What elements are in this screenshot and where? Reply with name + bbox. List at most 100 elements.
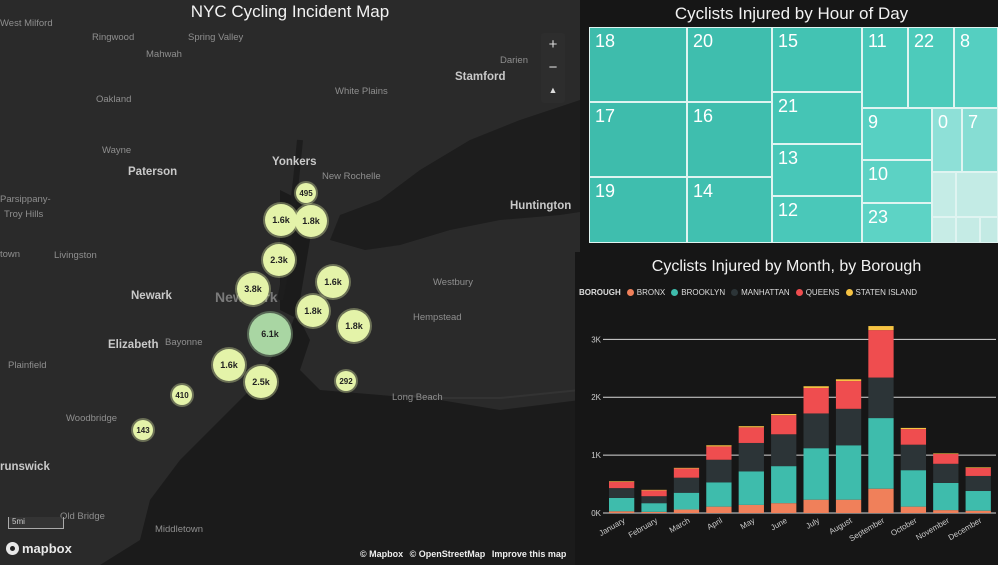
treemap-cell[interactable] — [980, 217, 998, 243]
treemap-cell[interactable]: 0 — [932, 108, 962, 172]
bar-segment[interactable] — [965, 475, 991, 492]
treemap-cell[interactable]: 20 — [687, 27, 772, 102]
bar-segment[interactable] — [738, 471, 764, 505]
bar-segment[interactable] — [706, 506, 732, 513]
bar-segment[interactable] — [900, 506, 927, 513]
bar-segment[interactable] — [771, 434, 797, 467]
bar-segment[interactable] — [771, 466, 797, 504]
treemap-cell[interactable]: 9 — [862, 108, 932, 160]
bar-segment[interactable] — [673, 477, 700, 493]
incident-cluster[interactable]: 143 — [131, 418, 155, 442]
bar-segment[interactable] — [965, 467, 991, 468]
bar-segment[interactable] — [738, 442, 764, 472]
bar-segment[interactable] — [868, 488, 894, 513]
bar-segment[interactable] — [673, 467, 700, 469]
incident-cluster[interactable]: 1.8k — [295, 293, 331, 329]
bar-segment[interactable] — [933, 453, 959, 464]
bar-segment[interactable] — [803, 387, 829, 414]
treemap-cell[interactable]: 16 — [687, 102, 772, 177]
bar-segment[interactable] — [706, 446, 732, 460]
incident-cluster[interactable]: 2.3k — [261, 242, 297, 278]
treemap-cell[interactable]: 23 — [862, 203, 932, 243]
bar-segment[interactable] — [933, 453, 959, 454]
bar-segment[interactable] — [673, 492, 700, 510]
treemap-cell[interactable]: 13 — [772, 144, 862, 196]
bar-segment[interactable] — [933, 463, 959, 483]
bar-segment[interactable] — [609, 481, 635, 489]
bar-segment[interactable] — [835, 379, 862, 382]
treemap-cell[interactable] — [956, 172, 998, 217]
treemap-cell[interactable]: 17 — [589, 102, 687, 177]
bar-segment[interactable] — [835, 408, 862, 446]
bar-segment[interactable] — [868, 326, 894, 331]
incident-cluster[interactable]: 2.5k — [243, 364, 279, 400]
legend-item[interactable]: STATEN ISLAND — [845, 288, 917, 297]
bar-segment[interactable] — [900, 429, 927, 445]
bar-segment[interactable] — [771, 503, 797, 513]
incident-cluster[interactable]: 1.8k — [336, 308, 372, 344]
incident-cluster[interactable]: 3.8k — [235, 271, 271, 307]
bar-segment[interactable] — [771, 414, 797, 416]
bar-segment[interactable] — [706, 459, 732, 483]
bar-segment[interactable] — [868, 377, 894, 419]
treemap-cell[interactable]: 12 — [772, 196, 862, 243]
bar-segment[interactable] — [900, 444, 927, 471]
incident-cluster[interactable]: 6.1k — [247, 311, 293, 357]
bar-segment[interactable] — [673, 509, 700, 513]
treemap-cell[interactable]: 10 — [862, 160, 932, 203]
bar-segment[interactable] — [738, 504, 764, 513]
bar-segment[interactable] — [641, 489, 667, 491]
incident-cluster[interactable]: 495 — [294, 181, 318, 205]
incident-cluster[interactable]: 1.6k — [315, 264, 351, 300]
bar-segment[interactable] — [900, 427, 927, 430]
bar-segment[interactable] — [641, 496, 667, 504]
bar-segment[interactable] — [673, 468, 700, 478]
bar-segment[interactable] — [609, 488, 635, 498]
bar-segment[interactable] — [965, 491, 991, 511]
compass-button[interactable]: ▲ — [548, 85, 558, 95]
attribution-mapbox-link[interactable]: © Mapbox — [360, 549, 404, 559]
bar-segment[interactable] — [706, 482, 732, 507]
treemap-cell[interactable]: 19 — [589, 177, 687, 243]
bar-segment[interactable] — [868, 330, 894, 378]
bar-segment[interactable] — [803, 499, 829, 513]
incident-cluster[interactable]: 410 — [170, 383, 194, 407]
treemap-cell[interactable]: 22 — [908, 27, 954, 108]
zoom-out-button[interactable]: − — [548, 59, 558, 76]
bar-segment[interactable] — [835, 381, 862, 409]
treemap-cell[interactable] — [956, 217, 980, 243]
treemap-cell[interactable]: 18 — [589, 27, 687, 102]
treemap-cell[interactable]: 21 — [772, 92, 862, 144]
zoom-in-button[interactable]: + — [548, 36, 558, 53]
improve-map-link[interactable]: Improve this map — [491, 549, 567, 559]
bar-segment[interactable] — [706, 445, 732, 447]
treemap-cell[interactable] — [932, 172, 956, 217]
treemap-cell[interactable] — [932, 217, 956, 243]
bar-segment[interactable] — [609, 511, 635, 513]
treemap-cell[interactable]: 7 — [962, 108, 998, 172]
attribution-osm-link[interactable]: © OpenStreetMap — [409, 549, 486, 559]
bar-segment[interactable] — [609, 497, 635, 512]
incident-cluster[interactable]: 1.6k — [211, 347, 247, 383]
bar-segment[interactable] — [641, 490, 667, 497]
bar-segment[interactable] — [609, 481, 635, 482]
incident-clusters[interactable]: 495 1.6k 1.8k 2.3k 3.8k 1.6k 1.8k 1.8k 6.1k 1.6k 2… — [131, 181, 372, 442]
bar-segment[interactable] — [835, 445, 862, 500]
bar-segment[interactable] — [738, 426, 764, 428]
legend-item[interactable]: BROOKLYN — [671, 288, 725, 297]
bar-segment[interactable] — [803, 386, 829, 388]
mapbox-logo[interactable]: mapbox — [6, 541, 72, 556]
bar-segment[interactable] — [738, 427, 764, 443]
incident-cluster[interactable]: 292 — [334, 369, 358, 393]
treemap-cell[interactable]: 14 — [687, 177, 772, 243]
bar-segment[interactable] — [641, 511, 667, 513]
bar-segment[interactable] — [835, 499, 862, 513]
incident-cluster[interactable]: 1.8k — [293, 203, 329, 239]
bar-segment[interactable] — [803, 413, 829, 449]
bar-segment[interactable] — [965, 467, 991, 476]
bar-segment[interactable] — [868, 418, 894, 489]
map-canvas[interactable]: West Milford Ringwood Spring Valley Mahwah O… — [0, 0, 580, 565]
treemap-cell[interactable]: 11 — [862, 27, 908, 108]
incident-cluster[interactable]: 1.6k — [263, 202, 299, 238]
legend-item[interactable]: MANHATTAN — [731, 288, 790, 297]
